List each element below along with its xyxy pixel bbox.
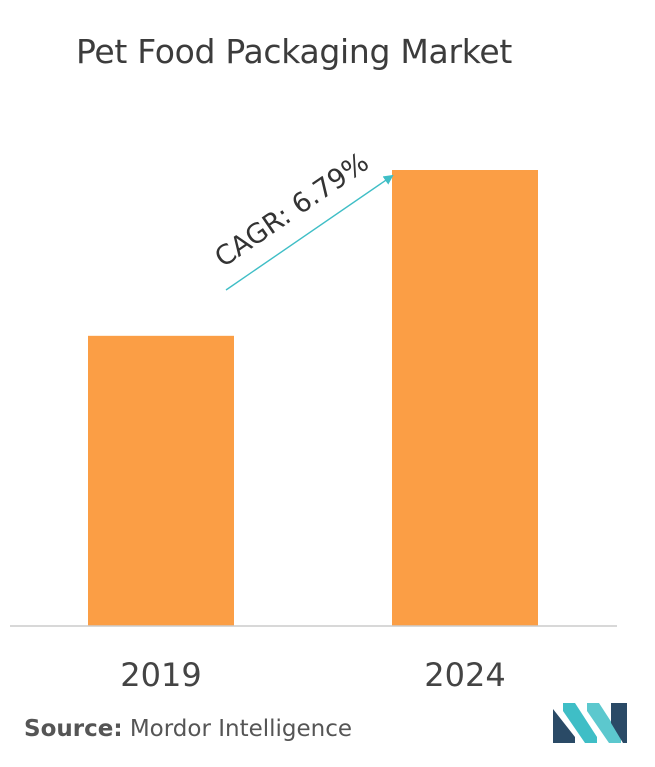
source-note: Source: Mordor Intelligence [24, 716, 352, 742]
x-tick-label: 2024 [424, 656, 505, 694]
source-label: Source: [24, 716, 123, 742]
bar-2024 [392, 170, 538, 626]
source-text: Mordor Intelligence [122, 716, 353, 742]
mordor-intelligence-logo-icon [553, 703, 627, 743]
bar-2019 [88, 335, 234, 626]
chart-title: Pet Food Packaging Market [76, 32, 513, 71]
cagr-label: CAGR: 6.79% [209, 147, 374, 274]
cagr-arrow [225, 174, 394, 291]
x-tick-label: 2019 [120, 656, 201, 694]
